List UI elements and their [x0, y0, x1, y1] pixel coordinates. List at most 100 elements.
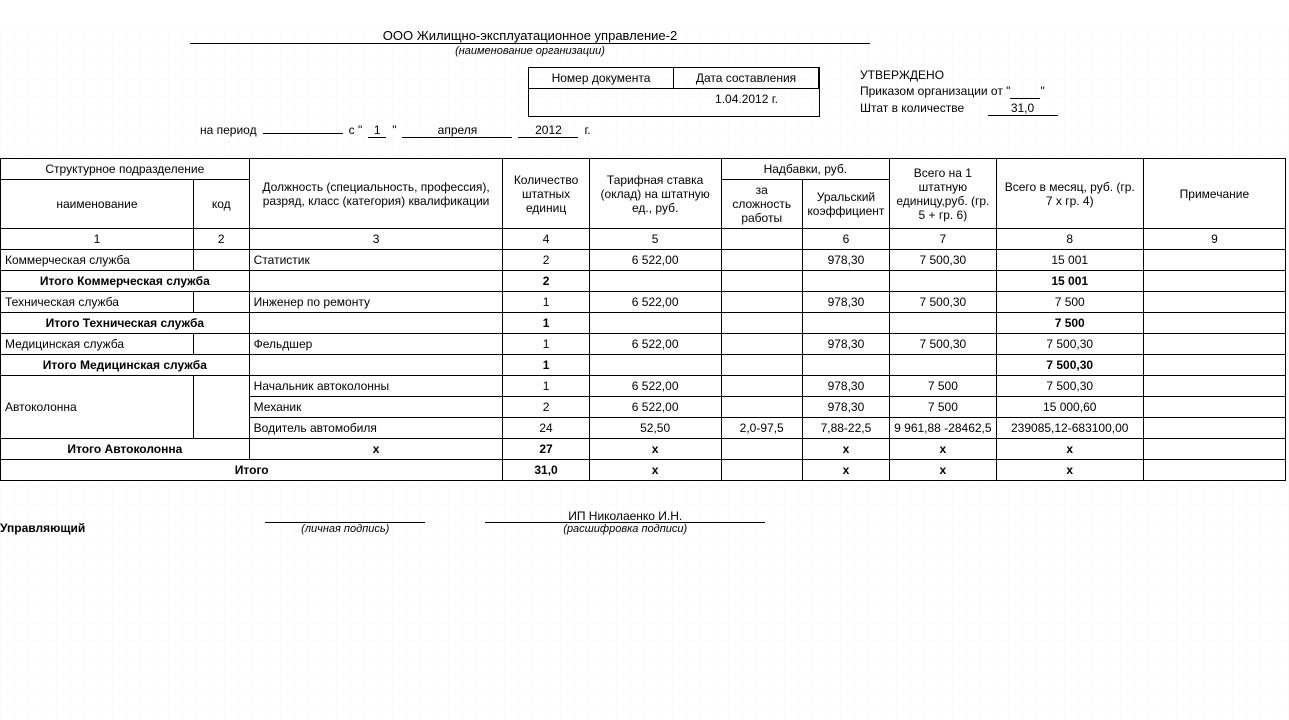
subtotal-cell	[589, 313, 721, 334]
th-allow: Надбавки, руб.	[721, 159, 889, 180]
coln-9: 9	[1143, 229, 1285, 250]
cell-struct-name: Автоколонна	[1, 376, 194, 439]
staffing-table: Структурное подразделение Должность (спе…	[0, 158, 1286, 481]
approve-staff-line: Штат в количестве 31,0	[860, 100, 1058, 117]
cell-qty: 2	[503, 397, 589, 418]
org-sub: (наименование организации)	[0, 45, 1060, 57]
doc-num-header: Номер документа	[529, 68, 674, 88]
cell-rate: 6 522,00	[589, 334, 721, 355]
table-row: Техническая службаИнженер по ремонту16 5…	[1, 292, 1286, 313]
cell-rate: 6 522,00	[589, 397, 721, 418]
sign-role: Управляющий	[0, 521, 85, 535]
table-row: Медицинская службаФельдшер16 522,00978,3…	[1, 334, 1286, 355]
grand-total-cell: х	[996, 460, 1143, 481]
doc-date-header: Дата составления	[674, 68, 819, 88]
cell-struct-name: Коммерческая служба	[1, 250, 194, 271]
table-header: Структурное подразделение Должность (спе…	[1, 159, 1286, 250]
cell-qty: 1	[503, 376, 589, 397]
subtotal-cell	[890, 355, 997, 376]
cell-allow1	[721, 334, 802, 355]
cell-position: Фельдшер	[249, 334, 503, 355]
subtotal-cell: х	[890, 439, 997, 460]
cell-per-month: 15 000,60	[996, 397, 1143, 418]
table-body: Коммерческая службаСтатистик26 522,00978…	[1, 250, 1286, 481]
period-month: апреля	[402, 123, 512, 138]
grand-total-label: Итого	[1, 460, 503, 481]
sign-decoded: ИП Николаенко И.Н. (расшифровка подписи)	[485, 509, 765, 535]
coln-1: 1	[1, 229, 194, 250]
subtotal-cell	[589, 271, 721, 292]
doc-num-value	[529, 88, 674, 95]
subtotal-cell	[1143, 271, 1285, 292]
column-numbers-row: 1 2 3 4 5 6 7 8 9	[1, 229, 1286, 250]
cell-per-unit: 7 500,30	[890, 292, 997, 313]
cell-note	[1143, 376, 1285, 397]
table-row: АвтоколоннаНачальник автоколонны16 522,0…	[1, 376, 1286, 397]
cell-note	[1143, 397, 1285, 418]
cell-qty: 2	[503, 250, 589, 271]
cell-per-unit: 7 500	[890, 376, 997, 397]
cell-qty: 1	[503, 334, 589, 355]
approve-title: УТВЕРЖДЕНО	[860, 67, 1058, 83]
coln-7: 7	[890, 229, 997, 250]
doc-date-value: 1.04.2012 г.	[674, 88, 819, 109]
grand-total-cell	[721, 460, 802, 481]
th-struct: Структурное подразделение	[1, 159, 250, 180]
subtotal-cell: 15 001	[996, 271, 1143, 292]
subtotal-cell: 7 500	[996, 313, 1143, 334]
table-row: Итого Медицинская служба17 500,30	[1, 355, 1286, 376]
coln-blank	[721, 229, 802, 250]
cell-position: Статистик	[249, 250, 503, 271]
subtotal-cell: х	[802, 439, 889, 460]
subtotal-label: Итого Техническая служба	[1, 313, 250, 334]
subtotal-cell	[721, 271, 802, 292]
period-day: 1	[368, 123, 386, 138]
cell-note	[1143, 250, 1285, 271]
cell-allow2: 978,30	[802, 397, 889, 418]
subtotal-cell	[589, 355, 721, 376]
org-name: ООО Жилищно-эксплуатационное управление-…	[190, 28, 870, 44]
th-per-month: Всего в месяц, руб. (гр. 7 х гр. 4)	[996, 159, 1143, 229]
org-block: ООО Жилищно-эксплуатационное управление-…	[0, 28, 1060, 57]
cell-per-month: 7 500,30	[996, 334, 1143, 355]
cell-note	[1143, 334, 1285, 355]
cell-position: Водитель автомобиля	[249, 418, 503, 439]
approve-order-blank	[1010, 84, 1040, 99]
coln-8: 8	[996, 229, 1143, 250]
table-row: Итого Автоколоннах27хххх	[1, 439, 1286, 460]
grand-total-cell: х	[890, 460, 997, 481]
subtotal-cell: х	[249, 439, 503, 460]
sign-decoded-sub: (расшифровка подписи)	[563, 523, 687, 535]
cell-allow1	[721, 292, 802, 313]
th-per-unit: Всего на 1 штатную единицу,руб. (гр. 5 +…	[890, 159, 997, 229]
cell-rate: 6 522,00	[589, 292, 721, 313]
cell-allow1	[721, 397, 802, 418]
subtotal-cell	[890, 313, 997, 334]
period-row: на период с "1" апреля 2012 г.	[200, 123, 1289, 138]
cell-code	[193, 292, 249, 313]
period-label: на период	[200, 123, 257, 137]
period-q2: "	[392, 123, 396, 137]
subtotal-cell	[249, 271, 503, 292]
cell-code	[193, 334, 249, 355]
th-allow2: Уральский коэффициент	[802, 180, 889, 229]
meta-row: Номер документа Дата составления 1.04.20…	[0, 67, 1289, 117]
period-from: с "	[349, 123, 363, 137]
th-rate: Тарифная ставка (оклад) на штатную ед., …	[589, 159, 721, 229]
coln-6: 6	[802, 229, 889, 250]
approve-staff-count: 31,0	[988, 101, 1058, 116]
cell-rate: 6 522,00	[589, 250, 721, 271]
cell-position: Начальник автоколонны	[249, 376, 503, 397]
subtotal-cell	[802, 271, 889, 292]
cell-position: Механик	[249, 397, 503, 418]
document-root: ООО Жилищно-эксплуатационное управление-…	[0, 28, 1289, 535]
cell-allow2: 978,30	[802, 334, 889, 355]
subtotal-cell	[1143, 313, 1285, 334]
doc-number-date-box: Номер документа Дата составления 1.04.20…	[528, 67, 820, 117]
period-year: 2012	[518, 123, 578, 138]
approve-staff-label: Штат в количестве	[860, 101, 964, 115]
sign-personal: (личная подпись)	[265, 509, 425, 535]
th-position: Должность (специальность, профессия), ра…	[249, 159, 503, 229]
approve-order-line: Приказом организации от " "	[860, 83, 1058, 100]
subtotal-cell	[249, 355, 503, 376]
